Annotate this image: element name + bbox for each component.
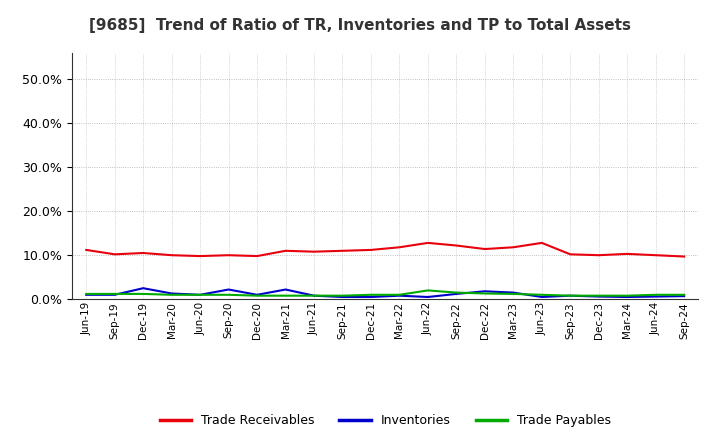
Trade Payables	[509, 291, 518, 297]
Trade Receivables	[509, 245, 518, 250]
Trade Payables	[366, 292, 375, 297]
Inventories	[480, 289, 489, 294]
Trade Payables	[680, 292, 688, 297]
Trade Payables	[139, 291, 148, 297]
Trade Receivables	[167, 253, 176, 258]
Inventories	[167, 291, 176, 296]
Line: Trade Payables: Trade Payables	[86, 290, 684, 296]
Trade Receivables	[110, 252, 119, 257]
Inventories	[253, 292, 261, 297]
Inventories	[509, 290, 518, 295]
Inventories	[537, 294, 546, 300]
Trade Receivables	[395, 245, 404, 250]
Inventories	[139, 286, 148, 291]
Inventories	[680, 293, 688, 299]
Trade Receivables	[652, 253, 660, 258]
Trade Payables	[338, 293, 347, 298]
Trade Receivables	[366, 247, 375, 253]
Inventories	[282, 287, 290, 292]
Trade Payables	[395, 292, 404, 297]
Trade Receivables	[310, 249, 318, 254]
Inventories	[338, 294, 347, 300]
Trade Receivables	[680, 254, 688, 259]
Trade Payables	[480, 291, 489, 296]
Line: Trade Receivables: Trade Receivables	[86, 243, 684, 257]
Trade Payables	[82, 291, 91, 297]
Trade Receivables	[282, 248, 290, 253]
Trade Receivables	[452, 243, 461, 248]
Trade Payables	[282, 293, 290, 298]
Inventories	[423, 294, 432, 300]
Inventories	[623, 294, 631, 300]
Trade Payables	[253, 293, 261, 298]
Trade Receivables	[253, 253, 261, 259]
Trade Payables	[310, 293, 318, 298]
Inventories	[196, 292, 204, 297]
Trade Receivables	[537, 240, 546, 246]
Trade Payables	[652, 292, 660, 297]
Legend: Trade Receivables, Inventories, Trade Payables: Trade Receivables, Inventories, Trade Pa…	[155, 409, 616, 432]
Trade Receivables	[338, 248, 347, 253]
Trade Payables	[566, 293, 575, 298]
Trade Payables	[537, 292, 546, 297]
Trade Receivables	[139, 250, 148, 256]
Inventories	[452, 291, 461, 297]
Trade Receivables	[423, 240, 432, 246]
Text: [9685]  Trend of Ratio of TR, Inventories and TP to Total Assets: [9685] Trend of Ratio of TR, Inventories…	[89, 18, 631, 33]
Trade Receivables	[82, 247, 91, 253]
Inventories	[366, 294, 375, 300]
Inventories	[82, 292, 91, 297]
Trade Receivables	[480, 246, 489, 252]
Trade Receivables	[196, 253, 204, 259]
Inventories	[652, 294, 660, 299]
Trade Payables	[423, 288, 432, 293]
Trade Payables	[452, 290, 461, 295]
Inventories	[595, 294, 603, 299]
Trade Receivables	[225, 253, 233, 258]
Trade Payables	[225, 292, 233, 297]
Trade Receivables	[623, 251, 631, 257]
Inventories	[225, 287, 233, 292]
Inventories	[395, 293, 404, 298]
Trade Payables	[167, 292, 176, 297]
Inventories	[310, 293, 318, 298]
Trade Payables	[623, 293, 631, 298]
Line: Inventories: Inventories	[86, 288, 684, 297]
Trade Receivables	[595, 253, 603, 258]
Trade Receivables	[566, 252, 575, 257]
Trade Payables	[110, 291, 119, 297]
Inventories	[566, 293, 575, 298]
Trade Payables	[196, 292, 204, 297]
Trade Payables	[595, 293, 603, 298]
Inventories	[110, 292, 119, 297]
